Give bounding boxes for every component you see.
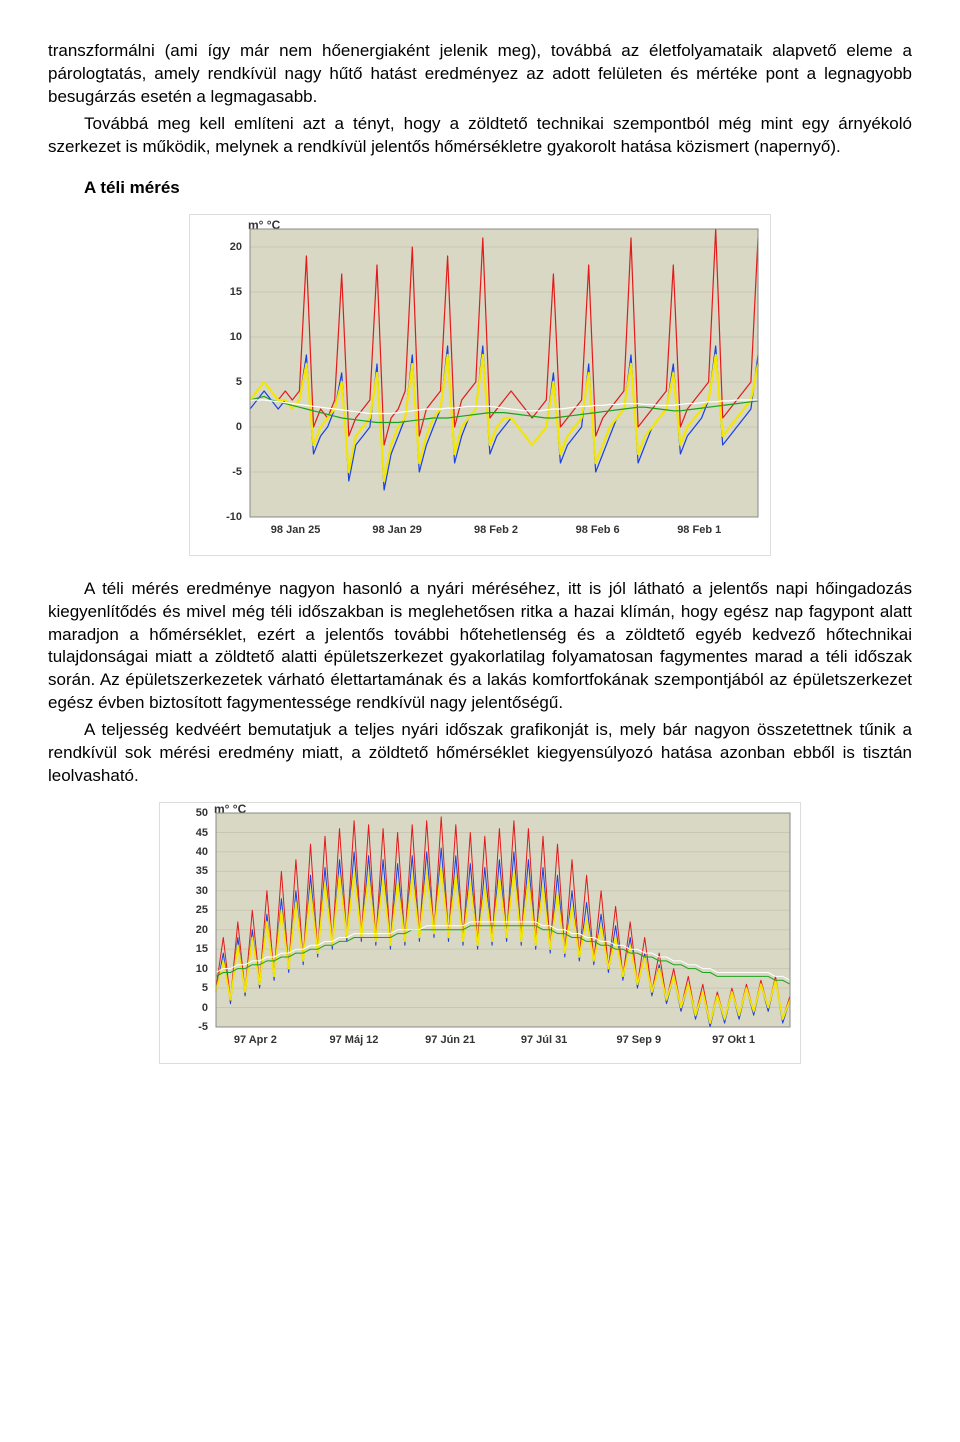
section-title-winter: A téli mérés	[84, 177, 912, 200]
paragraph-2: Továbbá meg kell említeni azt a tényt, h…	[48, 113, 912, 159]
paragraph-3: A téli mérés eredménye nagyon hasonló a …	[48, 578, 912, 716]
paragraph-4: A teljesség kedvéért bemutatjuk a teljes…	[48, 719, 912, 788]
winter-chart: m° °C-10-50510152098 Jan 2598 Jan 2998 F…	[189, 214, 771, 556]
summer-chart: m° °C-50510152025303540455097 Apr 297 Má…	[159, 802, 801, 1064]
paragraph-1: transzformálni (ami így már nem hőenergi…	[48, 40, 912, 109]
